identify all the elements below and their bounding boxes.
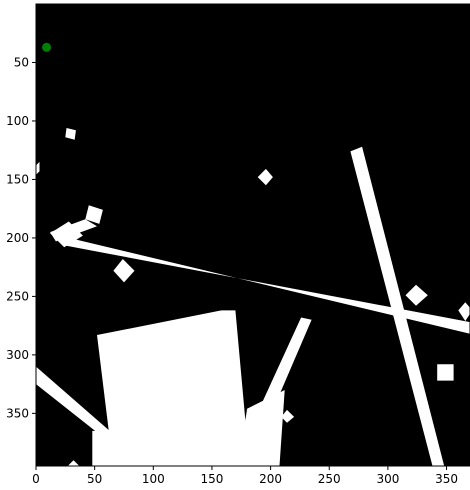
x-tick-label: 200 <box>259 472 282 486</box>
x-tick-label: 350 <box>435 472 458 486</box>
start-marker <box>42 42 52 52</box>
obstacle-15 <box>405 284 428 306</box>
x-axis: 0 50 100 150 200 250 300 350 <box>32 466 458 486</box>
marker-layer <box>42 42 52 52</box>
obstacle-10 <box>50 221 83 248</box>
y-tick-label: 100 <box>6 114 29 128</box>
obstacle-20 <box>36 161 40 175</box>
x-tick-label: 50 <box>87 472 102 486</box>
plot-area <box>35 3 470 467</box>
x-tick-label: 300 <box>376 472 399 486</box>
obstacle-13 <box>113 259 135 283</box>
x-tick-label: 150 <box>200 472 223 486</box>
y-tick-label: 50 <box>14 55 29 69</box>
obstacle-17 <box>437 364 454 381</box>
obstacle-9 <box>92 430 212 466</box>
obstacle-16 <box>458 302 470 321</box>
x-tick-label: 250 <box>318 472 341 486</box>
plot-frame <box>35 3 470 467</box>
x-tick-label: 0 <box>32 472 40 486</box>
y-tick-label: 200 <box>6 231 29 245</box>
y-axis: 50 100 150 200 250 300 350 <box>6 55 36 420</box>
plot-background <box>36 4 470 466</box>
obstacle-4 <box>97 310 242 466</box>
obstacle-18 <box>281 409 295 423</box>
y-tick-label: 150 <box>6 172 29 186</box>
obstacle-11 <box>65 128 76 140</box>
obstacle-3 <box>350 146 445 466</box>
y-tick-label: 300 <box>6 348 29 362</box>
obstacle-5 <box>221 310 250 466</box>
obstacle-14 <box>257 168 273 186</box>
y-tick-label: 350 <box>6 406 29 420</box>
obstacle-8 <box>233 317 312 466</box>
obstacle-19 <box>67 460 80 466</box>
y-tick-label: 250 <box>6 289 29 303</box>
obstacle-12 <box>85 205 103 224</box>
x-tick-label: 100 <box>142 472 165 486</box>
obstacle-2 <box>59 235 470 334</box>
obstacle-layer <box>36 128 470 466</box>
